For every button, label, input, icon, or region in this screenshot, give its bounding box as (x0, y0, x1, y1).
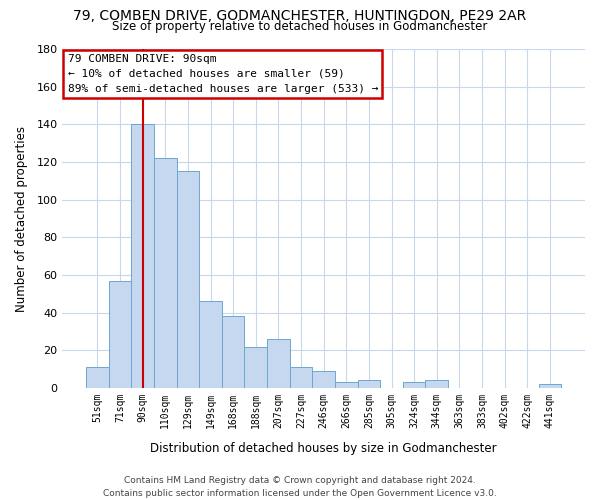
Bar (403, 382, 425, 388)
Bar (358, 380, 380, 388)
Bar (539, 384, 561, 388)
Text: Size of property relative to detached houses in Godmanchester: Size of property relative to detached ho… (112, 20, 488, 33)
Text: 79 COMBEN DRIVE: 90sqm
← 10% of detached houses are smaller (59)
89% of semi-det: 79 COMBEN DRIVE: 90sqm ← 10% of detached… (68, 54, 378, 94)
Bar (199, 302, 222, 388)
Text: 79, COMBEN DRIVE, GODMANCHESTER, HUNTINGDON, PE29 2AR: 79, COMBEN DRIVE, GODMANCHESTER, HUNTING… (73, 9, 527, 23)
Bar (131, 124, 154, 388)
Text: Contains HM Land Registry data © Crown copyright and database right 2024.
Contai: Contains HM Land Registry data © Crown c… (103, 476, 497, 498)
Bar (222, 316, 244, 388)
Bar (176, 172, 199, 388)
Y-axis label: Number of detached properties: Number of detached properties (15, 126, 28, 312)
Bar (267, 339, 290, 388)
Bar (313, 371, 335, 388)
Bar (425, 380, 448, 388)
Bar (290, 368, 313, 388)
Bar (244, 346, 267, 388)
Bar (86, 368, 109, 388)
X-axis label: Distribution of detached houses by size in Godmanchester: Distribution of detached houses by size … (151, 442, 497, 455)
Bar (154, 158, 176, 388)
Bar (335, 382, 358, 388)
Bar (109, 280, 131, 388)
